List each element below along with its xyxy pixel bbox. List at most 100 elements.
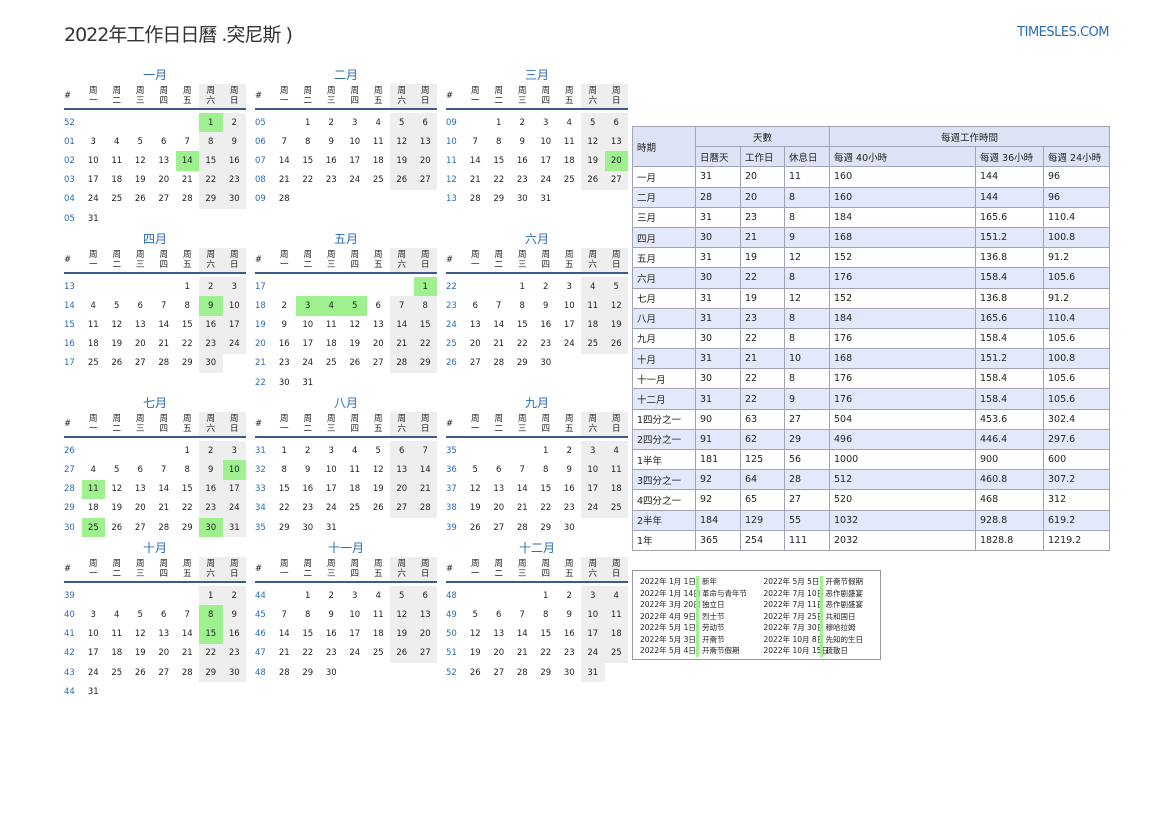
day: 16: [199, 479, 223, 499]
weekday-cell: 周日: [604, 248, 628, 273]
day: [343, 663, 367, 682]
day: 28: [516, 522, 528, 533]
day: 31: [581, 662, 605, 683]
table-cell: 9: [784, 226, 830, 249]
day: 23: [278, 358, 290, 369]
weekday-cell: 周三: [129, 84, 153, 108]
day: 2: [222, 113, 246, 133]
day: 11: [111, 155, 123, 166]
day: 25: [372, 648, 384, 659]
week-row: 02 10 11 12 13 14 15 16: [64, 151, 246, 171]
month-name: 九月: [524, 396, 549, 411]
day: 17: [87, 175, 99, 186]
day: 1: [305, 117, 311, 128]
week-row: 47 21 22 23 24 25 26 27: [255, 643, 437, 663]
day: 8: [519, 300, 525, 311]
day: 22: [199, 170, 223, 190]
weekday: 周三: [135, 250, 145, 271]
day: 29: [199, 662, 223, 683]
table-cell: 29: [784, 428, 830, 451]
day: 16: [222, 151, 246, 171]
day: 20: [134, 503, 146, 514]
day: 30: [302, 522, 314, 533]
weekday-header: # 周一 周二 周三 周四 周五 周六 周日: [64, 412, 246, 439]
day: 22: [278, 503, 290, 514]
day: 1: [543, 445, 549, 456]
day: 27: [158, 194, 170, 205]
day: [414, 373, 438, 392]
week-number: 37: [446, 484, 457, 495]
weekday: 周日: [229, 414, 239, 435]
day: [320, 277, 344, 296]
day: 10: [349, 136, 361, 147]
weekday-cell: 周三: [320, 248, 344, 272]
week-row: 45 7 8 9 10 11 12 13: [255, 605, 437, 625]
table-cell: 31: [695, 348, 741, 370]
weekday: 周二: [303, 86, 312, 106]
week-number: 48: [446, 590, 457, 601]
day: 2: [519, 117, 525, 128]
day: 18: [349, 484, 361, 495]
week-number: 49: [446, 609, 457, 620]
weekday-cell: 周一: [464, 557, 488, 581]
day: 1: [496, 117, 502, 128]
week-row: 21 23 24 25 26 27 28 29: [255, 353, 437, 374]
weekday-cell: 周五: [367, 412, 391, 436]
day: 25: [604, 498, 628, 518]
weekday-header: # 周一 周二 周三 周四 周五 周六 周日: [255, 412, 437, 439]
weekday: 周四: [159, 250, 168, 271]
day: 25: [372, 175, 384, 186]
day: 21: [181, 175, 193, 186]
table-cell: 496: [829, 428, 976, 451]
day: 30: [199, 353, 223, 374]
day: 16: [563, 629, 575, 640]
holiday-name: 恶作剧盛宴: [819, 599, 863, 611]
day: [390, 277, 414, 296]
day: 31: [87, 686, 99, 697]
weekday: 周三: [517, 86, 527, 106]
week-row: 30 25 26 27 28 29 30 31: [64, 518, 246, 538]
table-row: 四月 30 21 9 168 151.2 100.8: [632, 226, 1110, 249]
table-cell: 165.6: [975, 206, 1044, 228]
weekday-cell: 周五: [176, 412, 200, 436]
table-cell: 453.6: [975, 408, 1044, 430]
day: [487, 277, 511, 296]
table-cell: 619.2: [1043, 509, 1110, 531]
site-link[interactable]: TIMESLES.COM: [1017, 25, 1109, 40]
weekday-cell: 周一: [82, 248, 106, 272]
day: 14: [278, 155, 290, 166]
day: 25: [604, 643, 628, 663]
day: 25: [111, 194, 123, 205]
day: 18: [325, 339, 337, 350]
week-row: 41 10 11 12 13 14 15 16: [64, 624, 246, 644]
weekday: 周五: [182, 414, 192, 435]
weekday: 周三: [135, 86, 145, 106]
weekday-cell: 周三: [129, 557, 153, 581]
day: [390, 518, 414, 537]
day: 26: [390, 643, 414, 663]
table-cell: 90: [695, 408, 741, 430]
table-row: 4四分之一 92 65 27 520 468 312: [632, 489, 1110, 511]
header-cell: 日曆天: [695, 146, 741, 168]
day: 8: [543, 465, 549, 476]
day: 3: [581, 586, 605, 606]
week-number: 12: [446, 175, 457, 186]
week-number: 01: [64, 136, 75, 147]
day: 4: [114, 136, 120, 147]
week-row: 13 28 29 30 31: [446, 190, 628, 209]
table-cell: 96: [1043, 166, 1110, 188]
month-name: 十二月: [518, 541, 555, 556]
weekday-cell: 周六: [390, 84, 414, 108]
table-cell: 92: [695, 489, 741, 511]
day: 22: [181, 339, 193, 350]
table-row: 1年 365 254 111 2032 1828.8 1219.2: [632, 529, 1110, 551]
day: 28: [413, 498, 437, 518]
week-row: 25 20 21 22 23 24 25 26: [446, 334, 628, 354]
header-cell: 每週 24小時: [1043, 146, 1110, 168]
weekday-cell: 周五: [367, 557, 391, 581]
table-cell: 504: [829, 408, 976, 430]
month: 三月 # 周一 周二 周三 周四 周五 周六 周日 09 1 2 3 4 5 6 10 7 8 9 10 11 12 13 11…: [446, 66, 628, 228]
day: 9: [519, 136, 525, 147]
week-number: 10: [446, 136, 457, 147]
day: 24: [87, 194, 99, 205]
